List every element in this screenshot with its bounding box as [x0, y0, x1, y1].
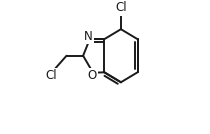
Text: Cl: Cl — [45, 69, 57, 82]
Text: Cl: Cl — [115, 1, 127, 14]
Text: O: O — [87, 69, 96, 82]
Text: N: N — [84, 30, 93, 43]
